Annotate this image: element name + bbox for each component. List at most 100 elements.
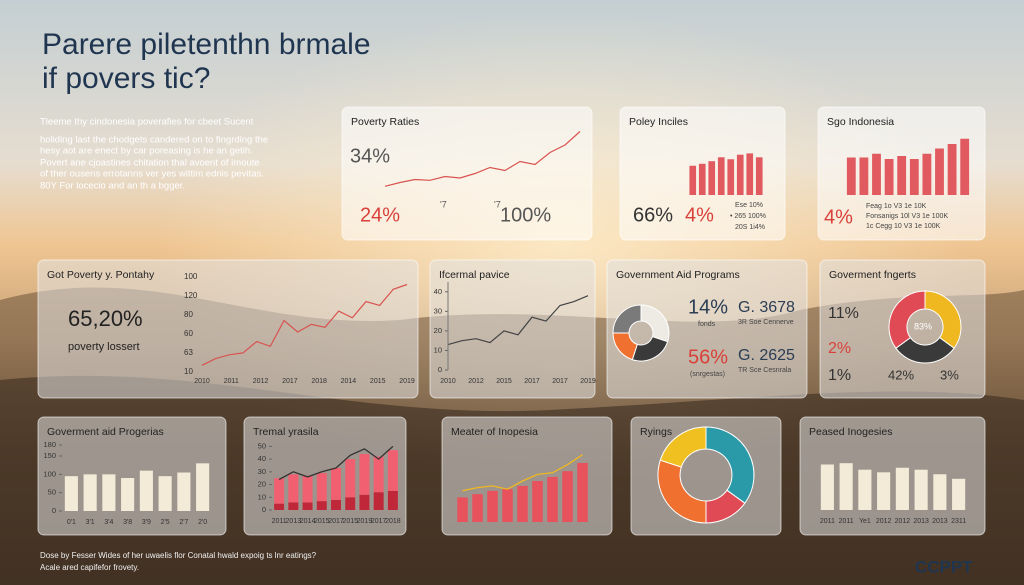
- bar: [472, 494, 483, 522]
- bar: [933, 474, 947, 510]
- y-tick-label: 180: [43, 440, 56, 449]
- line: [201, 283, 408, 366]
- bar: [858, 469, 872, 510]
- x-tick-label: 2011: [224, 378, 239, 385]
- y-tick-label: 40: [434, 287, 442, 296]
- donut-slice: [888, 290, 926, 349]
- x-tick-label: 2012: [253, 378, 269, 385]
- panel-note: Feag 1o V3 1e 10K: [866, 203, 927, 210]
- x-tick-label: 2011: [839, 518, 854, 525]
- overlay-line: [462, 454, 583, 492]
- panel-title: Goverment fngerts: [829, 269, 916, 281]
- y-tick-label: 10: [434, 345, 442, 354]
- bar-segment: [331, 468, 341, 500]
- panel-note: poverty lossert: [68, 341, 140, 353]
- y-tick-label: 20: [258, 480, 266, 489]
- x-tick-label: 2017: [552, 378, 568, 385]
- panel-title: Peased Inogesies: [809, 426, 892, 438]
- bar-segment: [387, 490, 398, 510]
- intro-text: hesy aot are enect by car poreasing is h…: [40, 146, 253, 157]
- donut-slice: [612, 304, 642, 334]
- bar: [177, 472, 191, 511]
- x-tick-label: 3'4: [104, 519, 113, 526]
- x-tick-label: 2019: [357, 518, 373, 525]
- panel-note: G. 2625: [738, 347, 795, 364]
- bar: [547, 476, 558, 522]
- x-tick-label: 2011: [272, 518, 287, 525]
- bar: [517, 485, 528, 522]
- y-tick-label: 50: [258, 441, 266, 450]
- panel-note: 3%: [940, 367, 959, 382]
- bar: [952, 478, 966, 510]
- intro-text: 80Y For locecio and an th a bgger.: [40, 181, 185, 192]
- line: [447, 295, 589, 346]
- bar: [909, 159, 919, 195]
- bar: [717, 157, 725, 195]
- panel-note: 100%: [500, 204, 551, 226]
- donut-slice: [705, 426, 755, 504]
- intro-text: of ther ousens errotanns ver yes wittim …: [40, 169, 264, 180]
- bar: [755, 157, 763, 195]
- x-tick-label: Ye1: [859, 518, 871, 525]
- x-tick-label: 2018: [311, 378, 327, 385]
- x-tick-label: 2019: [399, 378, 415, 385]
- bar-segment: [302, 502, 313, 510]
- bar: [846, 157, 856, 195]
- bar: [83, 474, 97, 511]
- bar-segment: [302, 475, 313, 503]
- panel-note: 83%: [914, 321, 932, 331]
- panel-title: Sgo Indonesia: [827, 116, 894, 128]
- x-tick-label: 2015: [370, 378, 386, 385]
- panel: [37, 259, 419, 399]
- bar: [895, 467, 909, 510]
- bar-segment: [274, 503, 285, 510]
- y-label: 100: [184, 272, 198, 281]
- y-label: 80: [184, 310, 193, 319]
- bar: [960, 138, 970, 195]
- bar: [947, 144, 957, 195]
- bar-segment: [274, 478, 285, 504]
- bar: [708, 161, 716, 195]
- panel-note: 34%: [350, 145, 390, 167]
- intro-text: Povert ane cjoastines chitation thal avo…: [40, 158, 260, 169]
- bar: [727, 159, 735, 195]
- panel-note: 4%: [824, 206, 853, 228]
- y-tick-label: 30: [434, 306, 442, 315]
- y-label: 63: [184, 348, 193, 357]
- bar: [736, 154, 744, 195]
- page-title: Parere piletenthn brmale: [42, 28, 371, 61]
- bar: [562, 471, 573, 522]
- panel-title: Poley Inciles: [629, 116, 688, 128]
- x-tick-label: 2013: [932, 518, 948, 525]
- y-tick-label: 100: [43, 469, 56, 478]
- y-tick-label: 10: [258, 492, 266, 501]
- panel-note: 1%: [828, 367, 851, 384]
- line: [384, 131, 581, 187]
- panel-note: 42%: [888, 367, 914, 382]
- donut-slice: [659, 426, 707, 468]
- x-tick-label: 2018: [385, 518, 401, 525]
- bar-segment: [387, 450, 398, 491]
- x-tick-label: 2014: [300, 518, 316, 525]
- bar: [457, 497, 468, 522]
- y-tick-label: 30: [258, 467, 266, 476]
- bar: [487, 490, 498, 522]
- x-tick-label: 2015: [496, 378, 512, 385]
- x-tick-label: 3'1: [86, 519, 95, 526]
- y-label: 10: [184, 367, 193, 376]
- x-tick-label: 2011: [820, 518, 835, 525]
- panel-note: '7: [440, 199, 447, 209]
- x-tick-label: 2014: [341, 378, 357, 385]
- bar-segment: [316, 473, 327, 502]
- bar: [922, 153, 932, 195]
- bar: [121, 478, 135, 511]
- bar-segment: [288, 474, 299, 503]
- panel-note: Fonsanigs 10l V3 1e 100K: [866, 213, 948, 220]
- x-tick-label: 2017: [524, 378, 540, 385]
- panel: [606, 259, 808, 399]
- bar-segment: [373, 456, 384, 493]
- x-tick-label: 2013: [913, 518, 929, 525]
- panel-note: 14%: [688, 296, 728, 318]
- bar: [877, 472, 891, 510]
